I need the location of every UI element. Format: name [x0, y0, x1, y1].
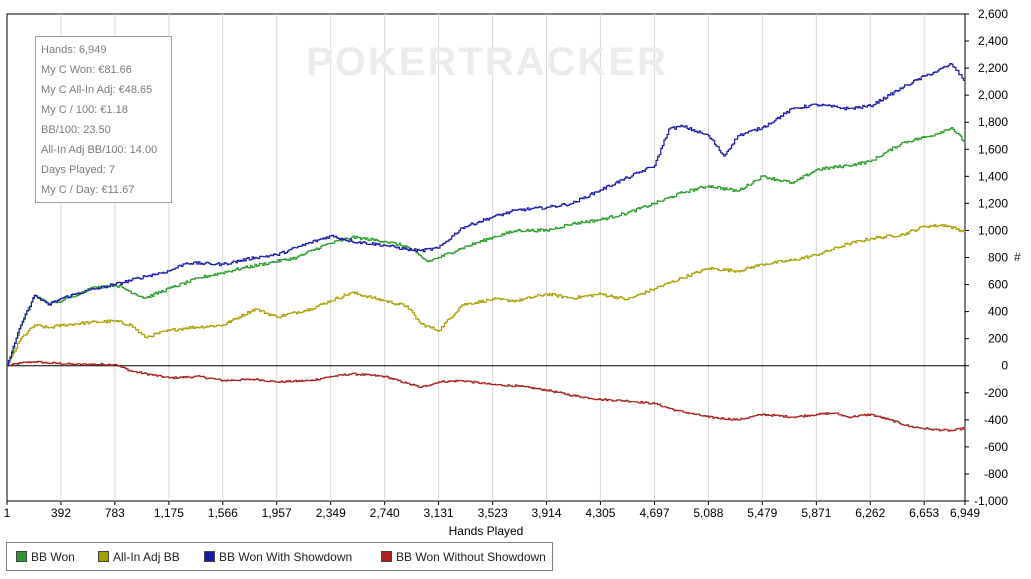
- legend: BB Won All-In Adj BB BB Won With Showdow…: [6, 542, 553, 571]
- series-group: [7, 63, 966, 432]
- series-line-bb-won: [7, 127, 966, 367]
- series-line-all-in-adj-bb: [7, 223, 966, 367]
- y-tick-label: 600: [988, 278, 1008, 292]
- x-tick-label: 1,566: [208, 506, 238, 520]
- stat-days-played: Days Played: 7: [41, 164, 115, 176]
- legend-swatch-icon: [204, 551, 215, 562]
- x-tick-label: 4,305: [585, 506, 615, 520]
- stat-my-c-all-in-adj: My C All-In Adj: €48.65: [41, 84, 153, 96]
- x-tick-label: 3,523: [478, 506, 508, 520]
- x-tick-label: 5,871: [801, 506, 831, 520]
- y-tick-label: 800: [988, 251, 1008, 265]
- y-tick-label: -400: [984, 413, 1008, 427]
- x-tick-label: 5,479: [747, 506, 777, 520]
- legend-item-bb-won-without-showdown[interactable]: BB Won Without Showdown: [381, 550, 546, 564]
- x-tick-label: 1: [4, 506, 11, 520]
- stat-all-in-adj-bb-per-100: All-In Adj BB/100: 14.00: [41, 144, 158, 156]
- y-tick-label: 1,400: [978, 169, 1008, 183]
- series-line-bb-won-with-showdown: [7, 63, 966, 367]
- y-tick-label: 1,000: [978, 223, 1008, 237]
- gridlines: [60, 14, 925, 501]
- x-tick-label: 3,131: [424, 506, 454, 520]
- stat-my-c-per-day: My C / Day: €11.67: [41, 184, 135, 196]
- legend-item-bb-won[interactable]: BB Won: [16, 550, 98, 564]
- x-tick-label: 6,262: [855, 506, 885, 520]
- y-tick-label: 400: [988, 305, 1008, 319]
- x-tick-label: 2,349: [316, 506, 346, 520]
- legend-label: BB Won With Showdown: [219, 549, 353, 564]
- legend-swatch-icon: [381, 551, 392, 562]
- y-tick-label: 1,200: [978, 196, 1008, 210]
- x-axis-ticks: 1 392 783 1,175 1,566 1,957 2,349 2,740 3,131 3,5…: [4, 501, 980, 520]
- stat-hands: Hands: 6,949: [41, 44, 107, 56]
- x-tick-label: 1,175: [154, 506, 184, 520]
- x-tick-label: 392: [51, 506, 71, 520]
- y-tick-label: 2,000: [978, 88, 1008, 102]
- legend-label: All-In Adj BB: [113, 549, 180, 564]
- legend-label: BB Won Without Showdown: [396, 549, 546, 564]
- legend-swatch-icon: [16, 551, 27, 562]
- x-axis-label: Hands Played: [449, 524, 524, 538]
- x-tick-label: 5,088: [693, 506, 723, 520]
- stat-my-c-per-100: My C / 100: €1.18: [41, 104, 128, 116]
- y-tick-label: 200: [988, 332, 1008, 346]
- x-tick-label: 4,697: [639, 506, 669, 520]
- stat-my-c-won: My C Won: €81.66: [41, 64, 132, 76]
- x-tick-label: 6,949: [950, 506, 980, 520]
- x-tick-label: 2,740: [370, 506, 400, 520]
- stat-bb-per-100: BB/100: 23.50: [41, 124, 111, 136]
- legend-item-all-in-adj-bb[interactable]: All-In Adj BB: [98, 550, 204, 564]
- x-tick-label: 1,957: [262, 506, 292, 520]
- legend-item-bb-won-with-showdown[interactable]: BB Won With Showdown: [204, 550, 381, 564]
- stats-panel: Hands: 6,949 My C Won: €81.66 My C All-I…: [35, 36, 172, 203]
- y-tick-label: 0: [1001, 359, 1008, 373]
- y-tick-label: 2,200: [978, 61, 1008, 75]
- y-axis-label: #: [1014, 250, 1021, 264]
- legend-swatch-icon: [98, 551, 109, 562]
- y-tick-label: 2,600: [978, 7, 1008, 21]
- legend-label: BB Won: [31, 549, 75, 564]
- y-tick-label: -800: [984, 467, 1008, 481]
- watermark: POKERTRACKER: [306, 40, 668, 84]
- y-tick-label: 2,400: [978, 34, 1008, 48]
- y-tick-label: -1,000: [974, 494, 1008, 508]
- y-axis-ticks: -1,000 -800 -600 -400 -200 0 200 400 600 800 1,000…: [965, 7, 1008, 508]
- x-tick-label: 783: [105, 506, 125, 520]
- y-tick-label: 1,600: [978, 142, 1008, 156]
- series-line-bb-won-without-showdown: [7, 360, 966, 432]
- y-tick-label: 1,800: [978, 115, 1008, 129]
- y-tick-label: -600: [984, 440, 1008, 454]
- x-tick-label: 3,914: [532, 506, 562, 520]
- y-tick-label: -200: [984, 386, 1008, 400]
- x-tick-label: 6,653: [909, 506, 939, 520]
